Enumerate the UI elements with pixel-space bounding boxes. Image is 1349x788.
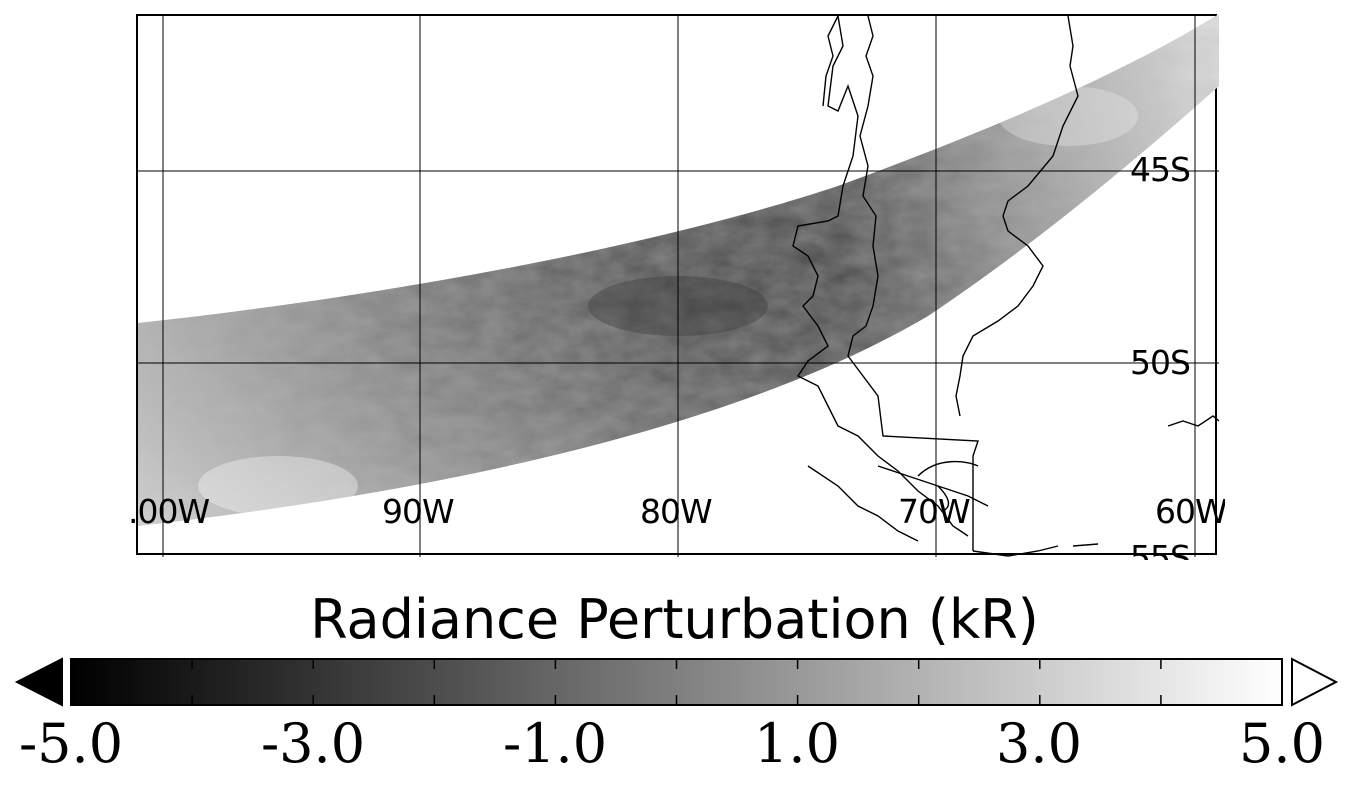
colorbar-extend-high-triangle xyxy=(1292,659,1336,705)
map-panel xyxy=(136,14,1217,555)
colorbar-tick-label: 1.0 xyxy=(754,712,840,775)
lon-label-80w: 80W xyxy=(640,492,712,531)
lat-label-45s: 45S xyxy=(1130,150,1190,189)
lat-label-50s: 50S xyxy=(1130,343,1190,382)
colorbar-extend-low-triangle xyxy=(17,659,62,705)
lon-label-90w: 90W xyxy=(382,492,454,531)
colorbar-tick-label: -5.0 xyxy=(19,712,123,775)
colorbar-tick-label: -1.0 xyxy=(503,712,607,775)
colorbar-tick-label: 3.0 xyxy=(996,712,1082,775)
colorbar-tick-label: 5.0 xyxy=(1239,712,1325,775)
lon-label-70w: 70W xyxy=(898,492,970,531)
lon-label-60w: 60W xyxy=(1155,492,1225,531)
lat-label-55s: 55S xyxy=(1130,538,1190,560)
lon-label-100w: .00W xyxy=(128,492,209,531)
colorbar xyxy=(0,655,1349,710)
colorbar-tick-label: -3.0 xyxy=(261,712,365,775)
map-canvas xyxy=(138,16,1219,557)
colorbar-title: Radiance Perturbation (kR) xyxy=(0,588,1349,651)
